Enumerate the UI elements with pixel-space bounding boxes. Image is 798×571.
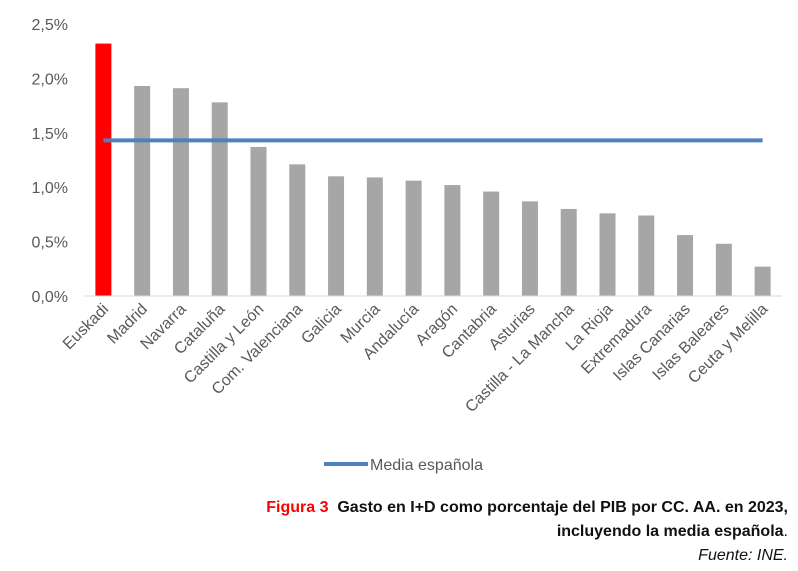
bar xyxy=(289,164,306,296)
y-tick-label: 0,5% xyxy=(32,235,68,252)
caption-title-1: Gasto en I+D como porcentaje del PIB por… xyxy=(337,499,788,516)
bar xyxy=(134,86,151,297)
bar xyxy=(405,180,422,296)
bar-chart: 0,0% 0,5% 1,0% 1,5% 2,0% 2,5% EuskadiMadridNa… xyxy=(32,17,782,474)
figure-label: Figura 3 xyxy=(266,499,329,516)
caption-title-2: incluyendo la media española xyxy=(556,523,784,540)
caption-source: Fuente: INE. xyxy=(698,547,788,564)
bar xyxy=(638,215,655,296)
bar xyxy=(366,177,383,296)
y-tick-label: 1,0% xyxy=(32,180,68,197)
bar xyxy=(754,266,771,296)
caption-line-2: incluyendo la media española. xyxy=(188,520,788,544)
bar xyxy=(172,88,189,296)
y-tick-label: 0,0% xyxy=(32,289,68,306)
figure-caption: Figura 3 Gasto en I+D como porcentaje de… xyxy=(188,496,788,568)
y-axis: 0,0% 0,5% 1,0% 1,5% 2,0% 2,5% xyxy=(32,17,68,306)
caption-title-end: . xyxy=(783,523,788,540)
bar xyxy=(677,235,694,296)
bar xyxy=(599,213,616,296)
bar xyxy=(521,201,538,296)
category-label: Euskadi xyxy=(60,301,112,353)
category-label: Galicia xyxy=(298,301,345,348)
caption-line-1: Figura 3 Gasto en I+D como porcentaje de… xyxy=(188,496,788,520)
bar xyxy=(95,43,112,296)
bar xyxy=(328,176,345,296)
bar xyxy=(560,208,577,296)
bars xyxy=(95,43,771,297)
bar xyxy=(483,191,500,296)
legend: Media española xyxy=(324,457,483,474)
y-tick-label: 2,0% xyxy=(32,71,68,88)
y-tick-label: 1,5% xyxy=(32,126,68,143)
caption-line-3: Fuente: INE. xyxy=(188,544,788,568)
legend-label: Media española xyxy=(370,457,483,474)
bar xyxy=(211,102,228,296)
bar xyxy=(250,146,267,296)
bar xyxy=(715,243,732,296)
bar xyxy=(444,185,461,296)
y-tick-label: 2,5% xyxy=(32,17,68,34)
